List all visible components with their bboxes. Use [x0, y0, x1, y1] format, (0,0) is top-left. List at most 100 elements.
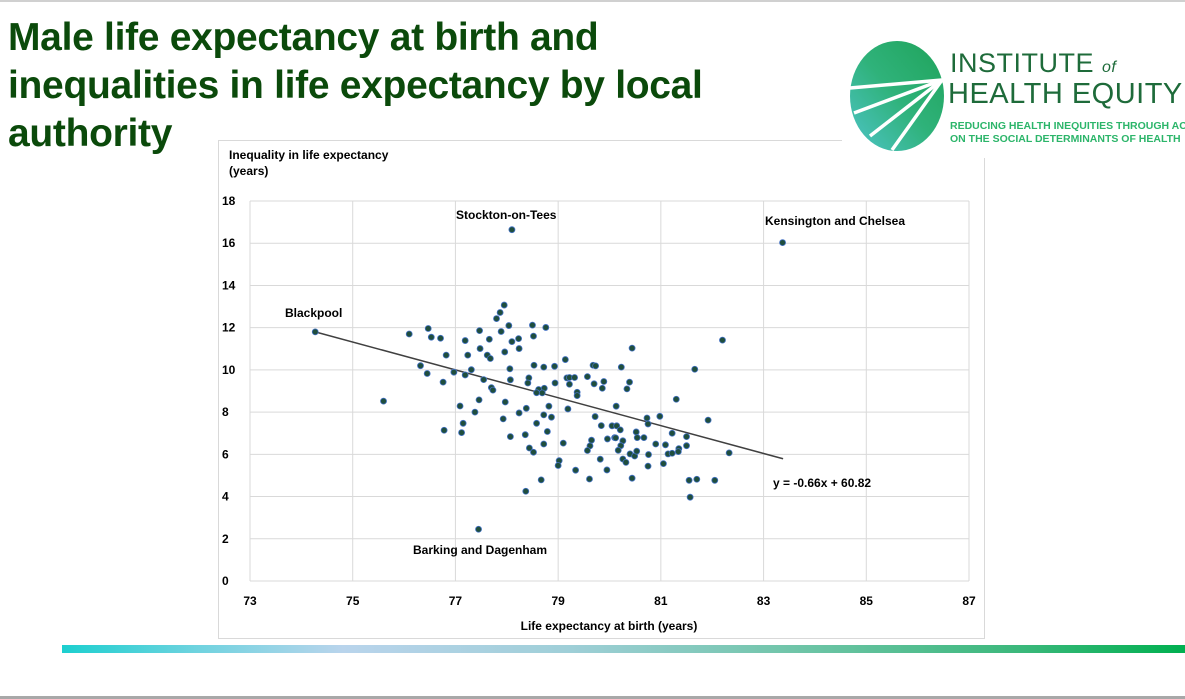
- data-point: [644, 420, 652, 428]
- data-point: [668, 449, 676, 457]
- data-point: [600, 378, 608, 385]
- data-point: [564, 405, 572, 413]
- data-point: [591, 413, 599, 420]
- y-tick-label: 8: [222, 405, 229, 419]
- data-points: [311, 226, 786, 533]
- data-point: [417, 362, 424, 370]
- bottom-rule: [0, 696, 1185, 699]
- data-point: [543, 428, 551, 435]
- trendline-group: [315, 331, 784, 460]
- data-point: [719, 336, 726, 344]
- data-point: [616, 426, 624, 434]
- data-point: [524, 379, 532, 387]
- data-point: [554, 462, 562, 469]
- data-point: [493, 315, 500, 322]
- data-point: [540, 411, 548, 419]
- data-point: [597, 422, 605, 430]
- data-point: [598, 384, 606, 392]
- data-point: [603, 466, 611, 474]
- logo-tagline-1: REDUCING HEALTH INEQUITIES THROUGH ACTIO…: [950, 120, 1185, 132]
- data-point: [506, 433, 514, 441]
- data-point: [572, 466, 580, 474]
- data-point: [456, 402, 464, 410]
- annotation-kensington: Kensington and Chelsea: [765, 214, 905, 228]
- data-point: [537, 476, 545, 484]
- data-point: [476, 345, 484, 352]
- data-point: [459, 419, 467, 427]
- data-point: [530, 448, 537, 456]
- data-point: [779, 239, 786, 246]
- data-point: [691, 365, 699, 373]
- data-point: [533, 389, 540, 397]
- x-tick-label: 77: [449, 594, 463, 608]
- data-point: [475, 525, 482, 533]
- data-point: [501, 398, 509, 406]
- data-point: [508, 226, 516, 234]
- data-point: [704, 416, 712, 424]
- data-point: [522, 404, 530, 412]
- data-point: [506, 376, 514, 384]
- data-point: [427, 333, 435, 341]
- data-point: [662, 441, 669, 449]
- data-point: [551, 379, 559, 387]
- data-point: [633, 434, 641, 442]
- data-point: [540, 440, 548, 448]
- data-point: [461, 337, 469, 344]
- data-point: [437, 334, 444, 342]
- data-point: [551, 362, 558, 370]
- annotation-barking: Barking and Dagenham: [413, 543, 547, 557]
- x-tick-label: 85: [860, 594, 874, 608]
- data-point: [623, 385, 631, 393]
- y-tick-label: 12: [222, 321, 236, 335]
- data-point: [538, 389, 546, 397]
- data-point: [486, 355, 494, 362]
- data-point: [614, 446, 622, 454]
- data-point: [660, 460, 667, 468]
- data-point: [592, 362, 600, 370]
- data-point: [501, 348, 509, 356]
- data-point: [590, 380, 598, 388]
- data-point: [612, 434, 620, 442]
- data-point: [508, 338, 516, 346]
- data-point: [405, 330, 413, 338]
- data-point: [548, 413, 555, 421]
- data-point: [497, 328, 505, 335]
- data-point: [450, 368, 458, 376]
- data-point: [540, 363, 548, 371]
- x-tick-label: 83: [757, 594, 771, 608]
- y-tick-label: 10: [222, 363, 236, 377]
- data-point: [529, 321, 536, 329]
- y-tick-label: 4: [222, 490, 229, 504]
- y-tick-label: 2: [222, 532, 229, 546]
- data-point: [530, 361, 538, 369]
- data-point: [617, 363, 625, 371]
- data-point: [643, 414, 651, 422]
- data-point: [566, 380, 573, 388]
- data-point: [506, 365, 514, 373]
- data-point: [584, 447, 591, 454]
- data-point: [626, 378, 633, 386]
- data-point: [530, 332, 537, 340]
- trendline-equation: y = -0.66x + 60.82: [773, 476, 871, 490]
- data-point: [693, 475, 701, 483]
- logo-line1: INSTITUTE of: [950, 48, 1117, 78]
- data-point: [571, 374, 578, 381]
- top-rule: [0, 0, 1185, 2]
- data-point: [467, 366, 475, 374]
- data-point: [424, 325, 432, 332]
- data-point: [475, 396, 483, 404]
- data-point: [672, 395, 680, 403]
- data-point: [711, 476, 719, 484]
- data-point: [683, 433, 690, 441]
- data-point: [485, 335, 493, 343]
- y-tick-label: 0: [222, 574, 229, 588]
- data-point: [461, 371, 469, 379]
- data-point: [515, 335, 522, 343]
- x-tick-label: 73: [243, 594, 257, 608]
- logo-emblem-icon: [849, 41, 944, 152]
- x-tick-label: 87: [962, 594, 976, 608]
- y-tick-label: 16: [222, 236, 236, 250]
- data-point: [628, 474, 636, 482]
- data-point: [633, 447, 641, 455]
- trendline: [315, 331, 784, 460]
